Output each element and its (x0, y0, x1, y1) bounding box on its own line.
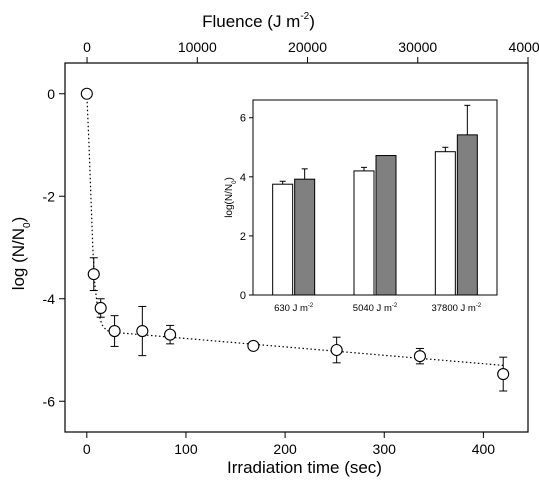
data-point (497, 368, 510, 381)
x2-tick-label: 20000 (288, 39, 327, 55)
y-tick-label: 0 (47, 86, 55, 102)
x-tick-label: 100 (174, 441, 198, 457)
inset-bar (353, 170, 375, 296)
data-point (80, 87, 93, 100)
inset-category-label: 630 J m-2 (274, 303, 314, 314)
inset-y-tick-label: 2 (240, 231, 246, 243)
y-tick-label: -2 (43, 188, 56, 204)
inset-y-tick-label: 6 (240, 113, 246, 125)
x-tick-label: 300 (373, 441, 397, 457)
inset-frame (252, 99, 498, 296)
inset-y-tick-label: 4 (240, 172, 246, 184)
data-point (87, 268, 100, 281)
data-point (164, 328, 177, 341)
inset-bar (434, 151, 456, 296)
data-point (136, 324, 149, 338)
data-point (94, 301, 107, 315)
x2-tick-label: 10000 (178, 39, 217, 55)
inset-category-label: 37800 J m-2 (431, 303, 481, 314)
y-axis-title: log (N/N0) (9, 217, 33, 291)
x2-axis-title: Fluence (J m-2) (202, 11, 315, 31)
inset-y-axis-title: log(N/N0) (224, 177, 238, 218)
x2-tick-label: 30000 (398, 39, 437, 55)
inset-bar (294, 178, 316, 296)
inset-bar (456, 134, 478, 296)
inset-bar-chart: 0 2 4 6 log(N/N0) 630 J m-2 5040 J m-2 37800 J … (224, 99, 498, 314)
x2-tick-label: 0 (83, 39, 91, 55)
plot-frame (64, 62, 529, 433)
data-point (247, 339, 260, 352)
x-axis-title: Irradiation time (sec) (227, 458, 382, 477)
data-point (108, 324, 121, 338)
inset-bar (375, 155, 397, 296)
y-tick-label: -6 (43, 393, 56, 409)
data-point (330, 343, 343, 357)
inset-y-tick-label: 0 (240, 290, 246, 302)
x-tick-label: 200 (273, 441, 297, 457)
data-point (413, 350, 426, 363)
x-tick-label: 0 (83, 441, 91, 457)
inset-category-label: 5040 J m-2 (353, 303, 398, 314)
x-tick-label: 400 (472, 441, 496, 457)
y-tick-label: -4 (43, 291, 56, 307)
inset-bar (272, 183, 294, 296)
